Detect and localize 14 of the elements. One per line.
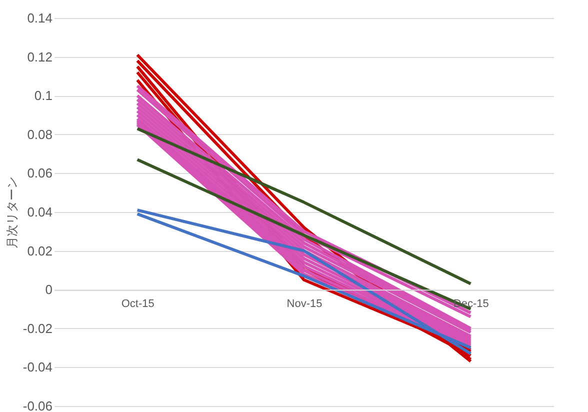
x-tick-label: Nov-15 bbox=[286, 298, 322, 310]
y-tick-label: 0.06 bbox=[27, 166, 52, 181]
y-tick-label: 0.04 bbox=[27, 204, 52, 220]
y-axis-title: 月次リターン bbox=[4, 176, 19, 248]
y-tick-label: 0.02 bbox=[27, 243, 52, 258]
y-tick-label: 0.14 bbox=[27, 10, 52, 26]
y-tick-label: -0.04 bbox=[22, 360, 52, 375]
y-tick-label: 0 bbox=[45, 282, 52, 298]
y-tick-label: -0.02 bbox=[22, 320, 52, 336]
y-tick-label: 0.1 bbox=[34, 88, 52, 104]
x-tick-label: Oct-15 bbox=[121, 298, 154, 310]
y-tick-label: -0.06 bbox=[22, 398, 52, 412]
y-tick-label: 0.12 bbox=[27, 49, 52, 64]
y-tick-label: 0.08 bbox=[27, 126, 52, 142]
